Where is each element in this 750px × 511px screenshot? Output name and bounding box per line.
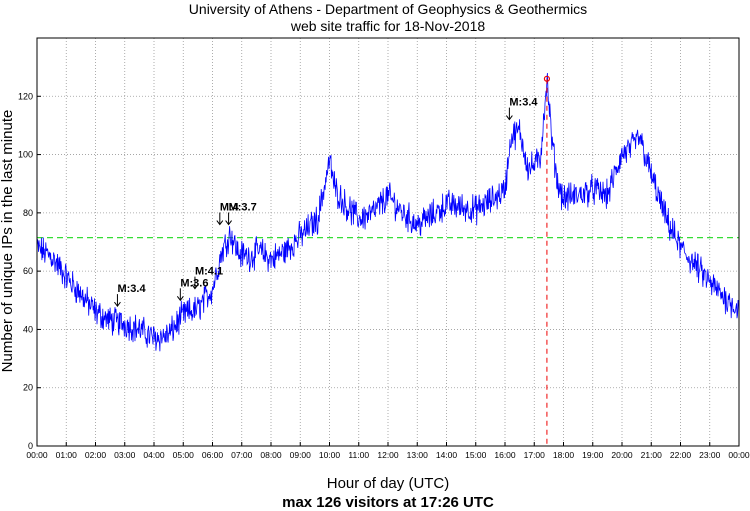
max-visitors-footer: max 126 visitors at 17:26 UTC (282, 494, 494, 511)
magnitude-label: M:4.1 (195, 266, 223, 278)
x-tick-label: 20:00 (611, 450, 633, 460)
y-tick-label: 40 (23, 324, 33, 334)
y-tick-label: 0 (28, 441, 33, 451)
x-tick-label: 18:00 (553, 450, 575, 460)
x-tick-label: 10:00 (319, 450, 341, 460)
series-layer (36, 72, 740, 352)
x-tick-label: 09:00 (290, 450, 312, 460)
traffic-line (36, 72, 740, 352)
x-tick-label: 13:00 (407, 450, 429, 460)
chart-title: University of Athens - Department of Geo… (189, 1, 587, 17)
magnitude-label: M:3.4 (509, 97, 538, 109)
x-tick-label: 04:00 (143, 450, 165, 460)
x-tick-label: 11:00 (348, 450, 369, 460)
magnitude-arrowhead (216, 220, 224, 226)
x-tick-label: 07:00 (231, 450, 253, 460)
x-tick-label: 12:00 (377, 450, 399, 460)
x-tick-label: 02:00 (85, 450, 107, 460)
x-tick-label: 14:00 (436, 450, 458, 460)
x-axis-label: Hour of day (UTC) (327, 475, 450, 492)
x-tick-label: 23:00 (699, 450, 721, 460)
chart-subtitle: web site traffic for 18-Nov-2018 (290, 18, 485, 34)
magnitude-label: M:3.7 (229, 202, 257, 214)
x-tick-label: 00:00 (728, 450, 750, 460)
x-tick-label: 19:00 (582, 450, 604, 460)
x-axis-ticks: 00:00 01:00 02:00 03:00 04:00 05:00 06:00 07:00… (26, 442, 750, 460)
magnitude-label: M:4 (220, 202, 240, 214)
magnitude-label: M:3.6 (180, 277, 208, 289)
y-tick-label: 100 (18, 150, 33, 160)
magnitude-arrowhead (225, 220, 232, 226)
y-tick-label: 120 (18, 91, 33, 101)
y-axis-ticks: 0 20 40 60 80 100 120 (18, 91, 41, 451)
magnitude-arrowhead (176, 295, 184, 302)
x-tick-label: 21:00 (641, 450, 663, 460)
y-axis-label: Number of unique IPs in the last minute (0, 110, 16, 373)
x-tick-label: 05:00 (173, 450, 195, 460)
x-tick-label: 00:00 (26, 450, 48, 460)
x-tick-label: 15:00 (465, 450, 487, 460)
x-tick-label: 22:00 (670, 450, 692, 460)
magnitude-arrowhead (114, 301, 121, 307)
x-tick-label: 06:00 (202, 450, 224, 460)
x-tick-label: 01:00 (56, 450, 78, 460)
x-tick-label: 16:00 (494, 450, 516, 460)
x-tick-label: 08:00 (260, 450, 282, 460)
magnitude-arrowhead (191, 284, 199, 290)
y-tick-label: 20 (23, 383, 33, 393)
magnitude-label: M:3.4 (117, 283, 146, 295)
max-layer (543, 75, 551, 446)
y-tick-label: 60 (23, 266, 33, 276)
y-tick-label: 80 (23, 208, 33, 218)
max-point-marker (543, 75, 551, 82)
magnitude-arrowhead (505, 115, 513, 121)
x-tick-label: 17:00 (524, 450, 546, 460)
x-tick-label: 03:00 (114, 450, 136, 460)
grid-lines (37, 38, 739, 446)
annotation-layer: M:3.4 M:3.6M:4.1 M:4M:3.7 M:3.4 (114, 97, 538, 307)
